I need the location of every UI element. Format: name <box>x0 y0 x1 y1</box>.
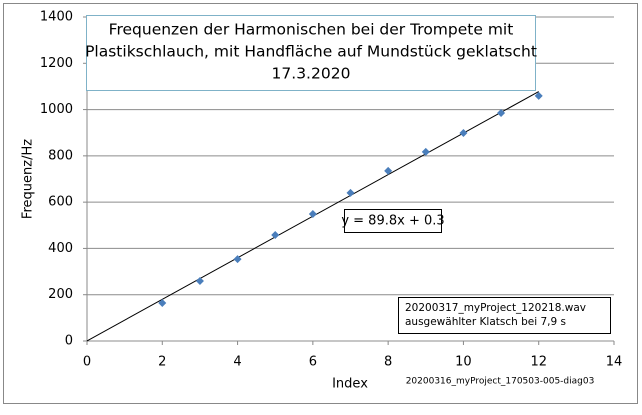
data-point <box>497 109 506 118</box>
data-point <box>459 128 468 137</box>
y-tick-label: 400 <box>48 241 73 256</box>
chart-title: Plastikschlauch, mit Handfläche auf Mund… <box>85 43 537 61</box>
x-tick-label: 10 <box>455 355 472 370</box>
chart-title: 17.3.2020 <box>272 65 351 83</box>
chart-title: Frequenzen der Harmonischen bei der Trom… <box>109 21 514 39</box>
x-tick-label: 2 <box>158 355 166 370</box>
data-point <box>271 231 280 240</box>
trendline-label: y = 89.8x + 0.3 <box>341 214 444 229</box>
y-axis-label: Frequenz/Hz <box>21 139 36 219</box>
y-tick-label: 0 <box>65 334 73 349</box>
data-point <box>346 188 355 197</box>
x-tick-label: 12 <box>530 355 547 370</box>
y-tick-label: 1000 <box>40 102 73 117</box>
data-point <box>421 147 430 156</box>
note: 20200317_myProject_120218.wav <box>405 302 586 314</box>
x-axis-label: Index <box>332 377 368 392</box>
x-tick-label: 14 <box>606 355 623 370</box>
x-tick-label: 6 <box>309 355 317 370</box>
y-tick-label: 1400 <box>40 10 73 25</box>
data-point <box>308 209 317 218</box>
note-box <box>398 297 611 334</box>
x-tick-label: 0 <box>83 355 91 370</box>
y-tick-label: 800 <box>48 148 73 163</box>
title-box <box>86 15 536 91</box>
data-point <box>384 166 393 175</box>
y-tick-label: 200 <box>48 287 73 302</box>
data-point <box>158 299 167 308</box>
trendline-label-box <box>344 209 442 233</box>
data-point <box>534 91 543 100</box>
note: ausgewählter Klatsch bei 7,9 s <box>405 316 566 328</box>
data-point <box>233 255 242 264</box>
y-tick-label: 1200 <box>40 56 73 71</box>
x-tick-label: 8 <box>384 355 392 370</box>
y-tick-label: 600 <box>48 195 73 210</box>
data-point <box>195 277 204 286</box>
x-tick-label: 4 <box>233 355 241 370</box>
footer: 20200316_myProject_170503-005-diag03 <box>406 377 595 387</box>
